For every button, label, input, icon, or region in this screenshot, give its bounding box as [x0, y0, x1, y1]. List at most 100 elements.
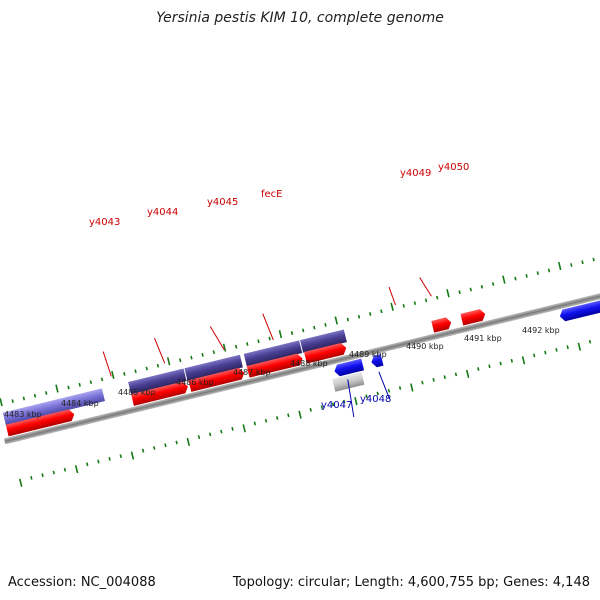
scale-label: 4487 kbp — [233, 368, 271, 377]
gene-arrow-y4048[interactable] — [370, 353, 384, 368]
minor-tick — [376, 391, 379, 396]
major-tick — [74, 465, 79, 474]
minor-tick — [510, 358, 514, 363]
major-tick — [19, 478, 23, 487]
minor-tick — [108, 456, 111, 461]
scale-label: 4491 kbp — [464, 334, 502, 343]
tick-marks-upper — [0, 257, 595, 407]
minor-tick — [532, 353, 536, 358]
minor-tick — [97, 459, 100, 464]
gene-arrow-y4047[interactable] — [333, 358, 365, 378]
minor-tick — [547, 268, 551, 273]
scale-label: 4489 kbp — [349, 350, 387, 359]
minor-tick — [246, 342, 249, 346]
minor-tick — [309, 407, 312, 412]
cds-feature-y4044[interactable] — [184, 354, 243, 381]
scale-label: 4490 kbp — [406, 342, 444, 351]
major-tick — [111, 370, 115, 380]
minor-tick — [275, 416, 279, 420]
cds-feature-fecE[interactable] — [300, 329, 347, 353]
minor-tick — [458, 290, 461, 295]
cds-feature-y4043[interactable] — [128, 368, 187, 395]
minor-tick — [421, 380, 424, 385]
minor-tick — [89, 380, 93, 384]
minor-tick — [402, 303, 405, 308]
track-frame — [0, 249, 600, 487]
minor-tick — [480, 284, 484, 289]
minor-tick — [253, 421, 257, 426]
gene-arrow-y4049[interactable] — [431, 316, 452, 333]
major-tick — [502, 275, 506, 284]
cds-feature-y4045[interactable] — [243, 340, 303, 367]
major-tick — [557, 261, 562, 271]
minor-tick — [581, 260, 584, 265]
genome-backbone — [3, 249, 600, 445]
minor-tick — [145, 366, 148, 371]
gene-arrow-y4044[interactable] — [188, 367, 245, 392]
minus-label-leaders — [347, 371, 391, 418]
major-tick — [465, 369, 470, 378]
gene-arrow-y4043[interactable] — [131, 381, 189, 406]
major-tick — [298, 410, 302, 419]
minor-tick — [134, 369, 137, 374]
minor-tick — [156, 363, 160, 368]
minor-tick — [234, 344, 238, 349]
minor-tick — [44, 391, 48, 395]
gene-arrow-left-edge[interactable] — [5, 408, 76, 437]
gene-arrow-fecE[interactable] — [304, 342, 348, 364]
cds-feature-light[interactable] — [2, 388, 105, 426]
scale-label: 4492 kbp — [522, 326, 560, 335]
major-tick — [334, 316, 338, 325]
major-tick — [410, 383, 414, 392]
minor-tick — [592, 257, 595, 262]
minor-tick — [469, 287, 472, 292]
tick-marks-lower — [19, 339, 592, 487]
minor-tick — [320, 405, 324, 409]
major-tick — [166, 357, 171, 366]
minor-tick — [432, 377, 435, 382]
scale-label: 4486 kbp — [176, 378, 214, 387]
gene-arrow-y4050[interactable] — [460, 308, 486, 326]
minor-tick — [208, 432, 212, 437]
minor-tick — [67, 385, 70, 390]
minor-tick — [22, 396, 26, 401]
major-tick — [222, 343, 227, 352]
gene-label-fecE: fecE — [261, 189, 283, 200]
minor-tick — [123, 372, 126, 376]
minor-tick — [141, 448, 145, 453]
minor-tick — [424, 298, 428, 303]
minor-tick — [536, 271, 539, 276]
minor-tick — [190, 355, 193, 360]
minor-tick — [555, 348, 558, 352]
genome-summary-label: Topology: circular; Length: 4,600,755 bp… — [232, 575, 590, 590]
minor-tick — [357, 314, 361, 319]
minor-tick — [11, 399, 14, 404]
minor-tick — [164, 443, 167, 448]
scale-label: 4485 kbp — [118, 388, 156, 397]
gene-label-y4043: y4043 — [89, 217, 120, 228]
minor-tick — [499, 361, 502, 366]
minor-tick — [86, 462, 89, 467]
gene-label-y4047: y4047 — [321, 400, 352, 411]
minor-tick — [313, 325, 316, 330]
minor-tick — [491, 282, 495, 286]
minor-tick — [175, 440, 178, 445]
minor-tick — [369, 312, 372, 316]
scale-label: 4484 kbp — [61, 399, 99, 408]
major-tick — [577, 342, 582, 351]
major-tick — [55, 384, 59, 393]
minor-tick — [153, 446, 156, 450]
minor-tick — [290, 331, 294, 335]
minor-tick — [570, 263, 573, 267]
minor-tick — [398, 386, 402, 390]
minor-tick — [454, 372, 458, 377]
minor-tick — [119, 454, 122, 459]
gene-arrow-y4045[interactable] — [246, 353, 304, 378]
gene-label-y4050: y4050 — [438, 162, 469, 173]
minor-tick — [30, 476, 33, 480]
major-tick — [521, 356, 526, 365]
minor-tick — [343, 399, 346, 404]
minor-tick — [212, 350, 215, 355]
